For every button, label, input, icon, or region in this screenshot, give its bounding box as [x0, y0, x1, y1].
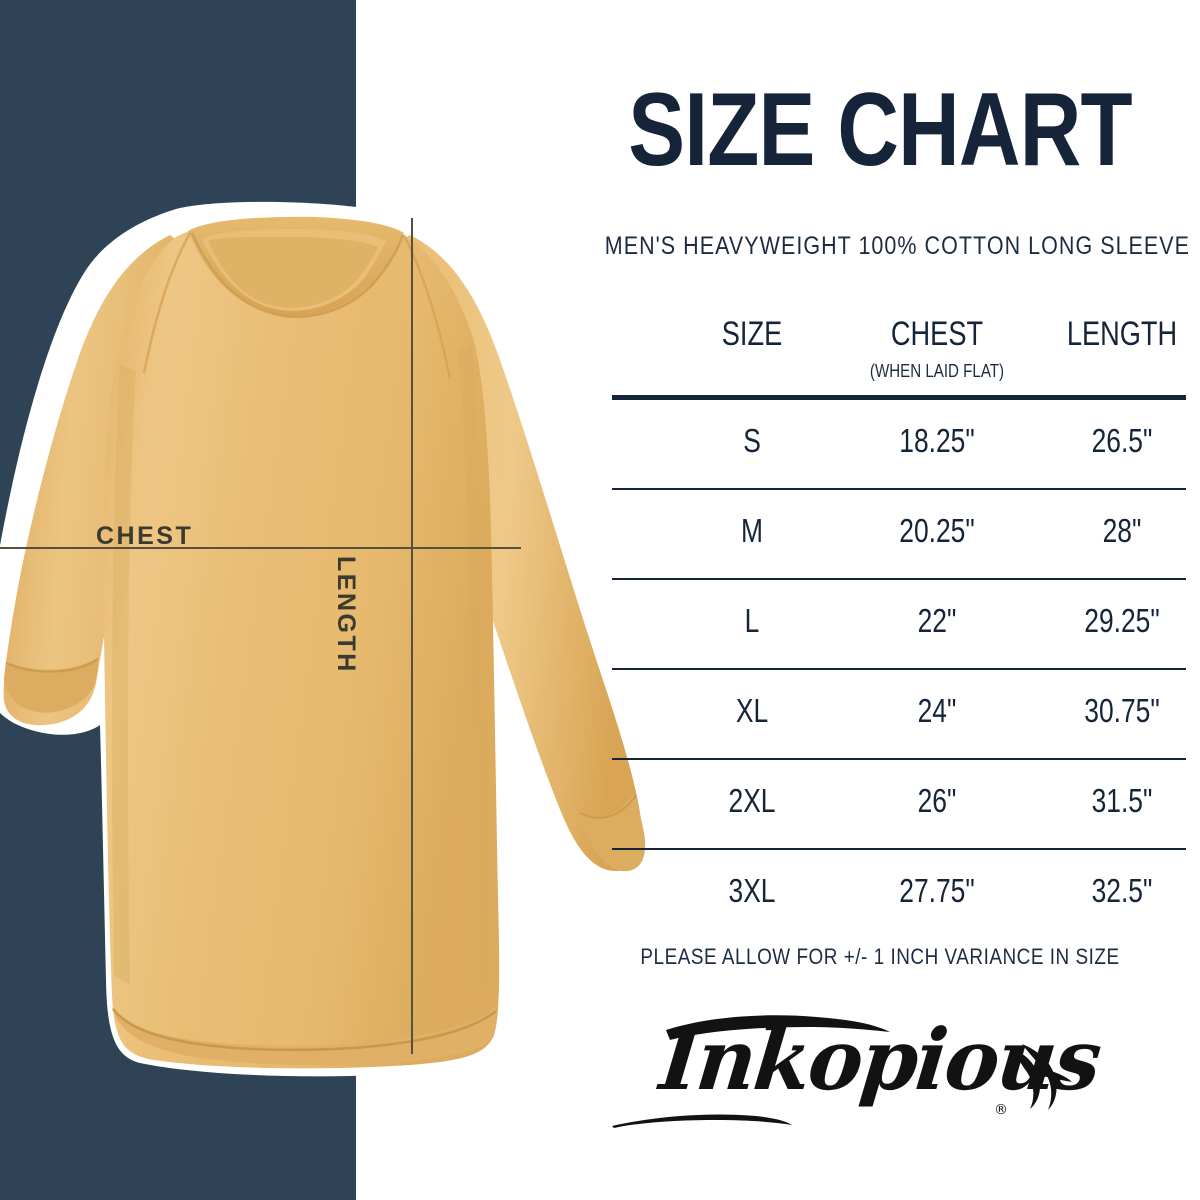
page-subtitle: MEN'S HEAVYWEIGHT 100% COTTON LONG SLEEV…: [604, 232, 1191, 260]
hem-stitch: [112, 1008, 497, 1052]
garment-illustration: [0, 195, 680, 1077]
cell-length: 28": [1102, 512, 1142, 549]
cell-size: 2XL: [728, 782, 776, 819]
table-row: XL 24" 30.75": [612, 670, 1186, 758]
table-row-divider: [612, 488, 1186, 490]
table-row-divider: [612, 578, 1186, 580]
column-header-size: SIZE: [721, 315, 783, 353]
left-shoulder-seam: [142, 232, 192, 374]
registered-trademark-icon: ®: [994, 1102, 1008, 1118]
size-table: SIZE CHEST LENGTH (WHEN LAID FLAT) S 18.…: [612, 315, 1186, 938]
cell-length: 26.5": [1091, 422, 1153, 459]
column-header-length: LENGTH: [1066, 315, 1178, 353]
table-row-divider: [612, 758, 1186, 760]
page-title: SIZE CHART: [628, 72, 1132, 188]
table-row: S 18.25" 26.5": [612, 400, 1186, 488]
cell-chest: 27.75": [899, 872, 975, 909]
table-row: 3XL 27.75" 32.5": [612, 850, 1186, 938]
cell-size: XL: [735, 692, 769, 729]
collar-stitch: [190, 232, 405, 318]
left-cuff-seam: [5, 658, 99, 673]
table-row: L 22" 29.25": [612, 580, 1186, 668]
table-row-divider: [612, 668, 1186, 670]
shirt-left-cuff: [4, 657, 98, 713]
column-header-chest: CHEST: [890, 315, 984, 353]
right-shoulder-seam: [402, 234, 452, 380]
table-row-divider: [612, 848, 1186, 850]
cell-length: 30.75": [1084, 692, 1160, 729]
body-fold-shadow-left: [112, 365, 136, 985]
chest-measure-label: CHEST: [96, 522, 194, 550]
table-row: 2XL 26" 31.5": [612, 760, 1186, 848]
variance-footnote: PLEASE ALLOW FOR +/- 1 INCH VARIANCE IN …: [640, 944, 1120, 969]
right-cuff-seam: [579, 794, 637, 819]
table-header-row: SIZE CHEST LENGTH (WHEN LAID FLAT): [612, 315, 1186, 395]
cell-size: M: [741, 512, 763, 549]
cell-length: 29.25": [1084, 602, 1160, 639]
table-header-rule: [612, 395, 1186, 400]
shirt-right-cuff: [580, 793, 646, 872]
body-fold-shadow-right: [458, 345, 492, 991]
cell-chest: 26": [917, 782, 957, 819]
cell-size: L: [744, 602, 760, 639]
cell-chest: 24": [917, 692, 957, 729]
cell-chest: 18.25": [899, 422, 975, 459]
chart-panel: SIZE CHART MEN'S HEAVYWEIGHT 100% COTTON…: [560, 0, 1200, 1200]
cell-chest: 22": [917, 602, 957, 639]
length-measure-label: LENGTH: [332, 556, 360, 674]
column-header-chest-note: (WHEN LAID FLAT): [869, 361, 1005, 381]
brand-logo: Inkopious ®: [560, 1008, 1200, 1138]
long-sleeve-shirt-icon: [0, 201, 679, 1077]
chest-measure-line: [0, 547, 521, 549]
brand-logo-wordmark: Inkopious: [655, 1010, 1105, 1109]
cell-chest: 20.25": [899, 512, 975, 549]
shirt-body: [103, 216, 500, 1069]
length-measure-line: [411, 218, 413, 1054]
cell-size: S: [743, 422, 761, 459]
cell-length: 32.5": [1091, 872, 1153, 909]
cell-length: 31.5": [1091, 782, 1153, 819]
shirt-hem: [112, 1007, 497, 1066]
shirt-neck-shadow: [208, 237, 378, 309]
table-row: M 20.25" 28": [612, 490, 1186, 578]
cell-size: 3XL: [728, 872, 776, 909]
